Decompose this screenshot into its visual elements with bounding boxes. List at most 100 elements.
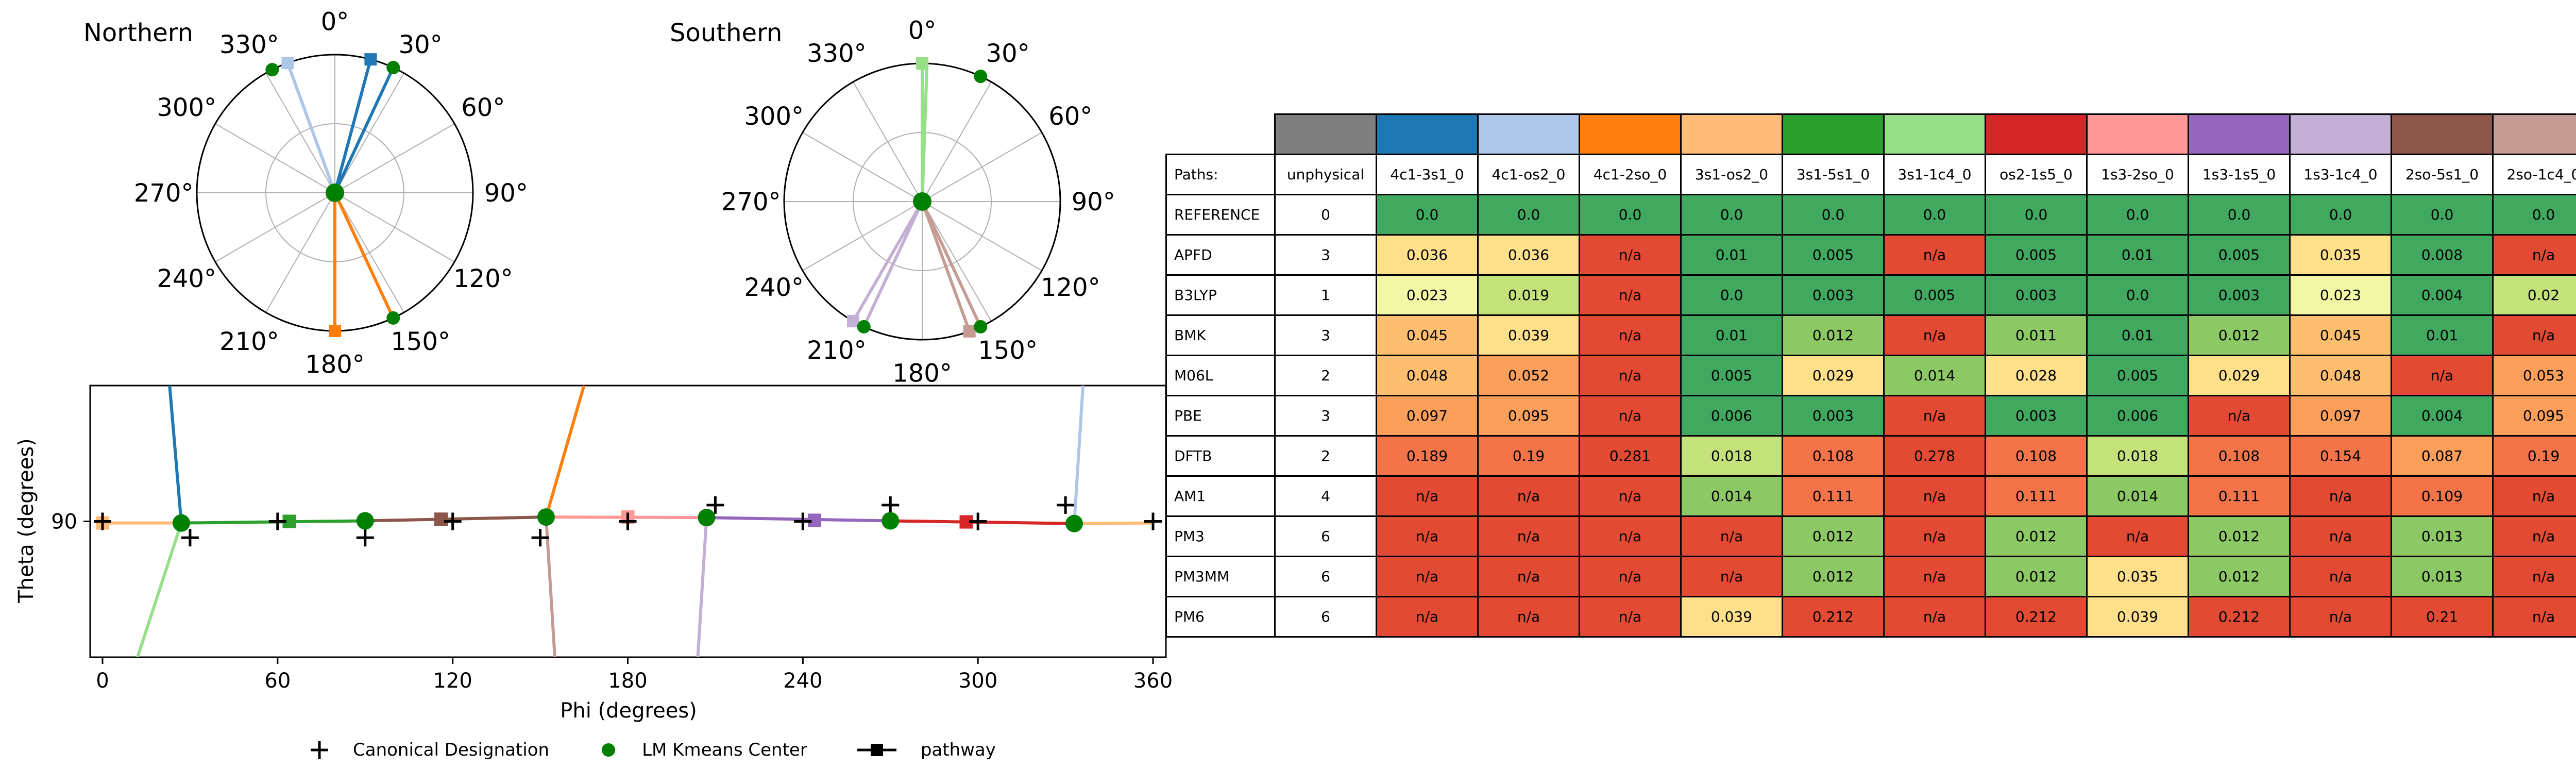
column-header: 4c1-os2_0	[1477, 154, 1580, 195]
table-cell: 0.014	[2086, 475, 2189, 517]
table-cell: 0.045	[1376, 314, 1479, 356]
table-row: REFERENCE 0 0.0 0.0 0.0 0.0 0.0 0.0 0.0 0.0 0.0 0.0…	[1165, 194, 2576, 236]
table-cell: n/a	[1579, 596, 1682, 638]
table-cell: n/a	[1477, 475, 1580, 517]
table-cell: 0.006	[2086, 395, 2189, 437]
table-cell: 0.052	[1477, 355, 1580, 396]
polar-path-segment	[333, 59, 372, 193]
square-line-icon	[857, 744, 896, 756]
table-cell: 0.21	[2391, 596, 2494, 638]
plot-axes: 0 60 120 180 240 300 360 90	[51, 510, 1173, 693]
polar-path-line	[333, 66, 395, 194]
canonical-marker	[444, 512, 462, 530]
table-cell: 0.0	[2492, 194, 2576, 236]
polar-angle-tick: 270°	[134, 179, 194, 208]
table-cell: n/a	[1579, 274, 1682, 316]
path-color-swatch	[2086, 113, 2189, 155]
table-row: PM6 6 n/a n/a n/a 0.039 0.212 n/a 0.212 0.039 0.21…	[1165, 596, 2576, 638]
legend-canonical: Canonical Designation	[309, 740, 549, 760]
unphysical-count: 4	[1274, 475, 1377, 517]
table-cell: 0.039	[1680, 596, 1783, 638]
table-row: B3LYP 1 0.023 0.019 n/a 0.0 0.003 0.005 0.003 0.0…	[1165, 274, 2576, 316]
path-color-swatch	[1782, 113, 1885, 155]
table-cell: 0.053	[2492, 355, 2576, 396]
table-cell: n/a	[1680, 556, 1783, 597]
polar-angle-tick: 240°	[744, 273, 804, 302]
table-cell: 0.008	[2391, 234, 2494, 276]
table-cell: 0.111	[1985, 475, 2088, 517]
polar-center-point	[913, 192, 931, 211]
table-cell: n/a	[1883, 314, 1986, 356]
unphysical-count: 3	[1274, 395, 1377, 437]
table-cell: 0.0	[2391, 194, 2494, 236]
table-cell: 0.0	[2086, 194, 2189, 236]
table-cell: 0.108	[1985, 435, 2088, 477]
method-label: PM6	[1165, 596, 1276, 638]
column-header: 2so-5s1_0	[2391, 154, 2494, 195]
path-color-swatch	[1883, 113, 1986, 155]
table-cell: 0.01	[2086, 234, 2189, 276]
polar-path-line	[862, 201, 924, 328]
table-cell: n/a	[2289, 596, 2392, 638]
table-cell: 0.029	[1782, 355, 1885, 396]
polar-path-segment	[852, 201, 924, 322]
table-cell: 0.097	[2289, 395, 2392, 437]
table-cell: 0.108	[2188, 435, 2291, 477]
path-color-swatch	[1477, 113, 1580, 155]
plus-marker-icon	[311, 741, 328, 759]
table-cell: 0.281	[1579, 435, 1682, 477]
polar-angle-tick: 300°	[744, 102, 804, 131]
polar-angle-tick: 210°	[807, 336, 867, 365]
table-cell: n/a	[1579, 355, 1682, 396]
table-row: AM1 4 n/a n/a n/a 0.014 0.111 n/a 0.111 0.014 0.11…	[1165, 475, 2576, 517]
table-cell: 0.02	[2492, 274, 2576, 316]
table-cell: n/a	[1579, 515, 1682, 557]
method-label: PM3MM	[1165, 556, 1276, 597]
column-header: 3s1-5s1_0	[1782, 154, 1885, 195]
table-cell: n/a	[1579, 314, 1682, 356]
table-cell: n/a	[1883, 515, 1986, 557]
table-cell: n/a	[2492, 515, 2576, 557]
polar-path-square	[847, 315, 859, 328]
x-tick-label: 0	[96, 669, 109, 693]
column-header: 2so-1c4_0	[2492, 154, 2576, 195]
kmeans-center	[882, 512, 900, 530]
table-cell: n/a	[1883, 475, 1986, 517]
pathway-line	[696, 517, 708, 657]
table-cell: 0.003	[1985, 395, 2088, 437]
table-cell: 0.212	[1985, 596, 2088, 638]
polar-center-point	[386, 311, 400, 325]
kmeans-center	[356, 512, 374, 530]
table-cell: 0.012	[2188, 314, 2291, 356]
canonical-marker	[181, 529, 199, 547]
table-cell: 0.005	[1883, 274, 1986, 316]
pathway-line	[168, 386, 183, 523]
table-cell: 0.012	[1782, 515, 1885, 557]
table-cell: 0.087	[2391, 435, 2494, 477]
table-cell: 0.278	[1883, 435, 1986, 477]
polar-angle-tick: 90°	[484, 179, 528, 208]
table-cell: 0.048	[2289, 355, 2392, 396]
canonical-marker	[619, 512, 637, 530]
table-cell: 0.154	[2289, 435, 2392, 477]
x-axis-label: Phi (degrees)	[560, 699, 697, 723]
polar-angle-tick: 30°	[399, 30, 443, 59]
polar-angle-tick: 120°	[1041, 273, 1100, 302]
path-color-swatch	[2188, 113, 2291, 155]
table-header-row: Paths: unphysical 4c1-3s1_0 4c1-os2_0 4c1-2s…	[1165, 154, 2576, 195]
table-cell: n/a	[1579, 475, 1682, 517]
polar-angle-tick: 270°	[721, 188, 781, 216]
unphysical-count: 3	[1274, 234, 1377, 276]
table-cell: 0.19	[1477, 435, 1580, 477]
table-cell: n/a	[1883, 556, 1986, 597]
table-cell: 0.012	[2188, 515, 2291, 557]
table-cell: n/a	[2391, 355, 2494, 396]
polar-angle-tick: 180°	[892, 359, 952, 388]
canonical-marker	[531, 529, 549, 547]
table-cell: 0.212	[2188, 596, 2291, 638]
polar-angle-tick: 240°	[157, 264, 216, 293]
canonical-marker	[969, 512, 987, 530]
table-cell: 0.035	[2289, 234, 2392, 276]
column-header: 4c1-3s1_0	[1376, 154, 1479, 195]
unphysical-count: 1	[1274, 274, 1377, 316]
